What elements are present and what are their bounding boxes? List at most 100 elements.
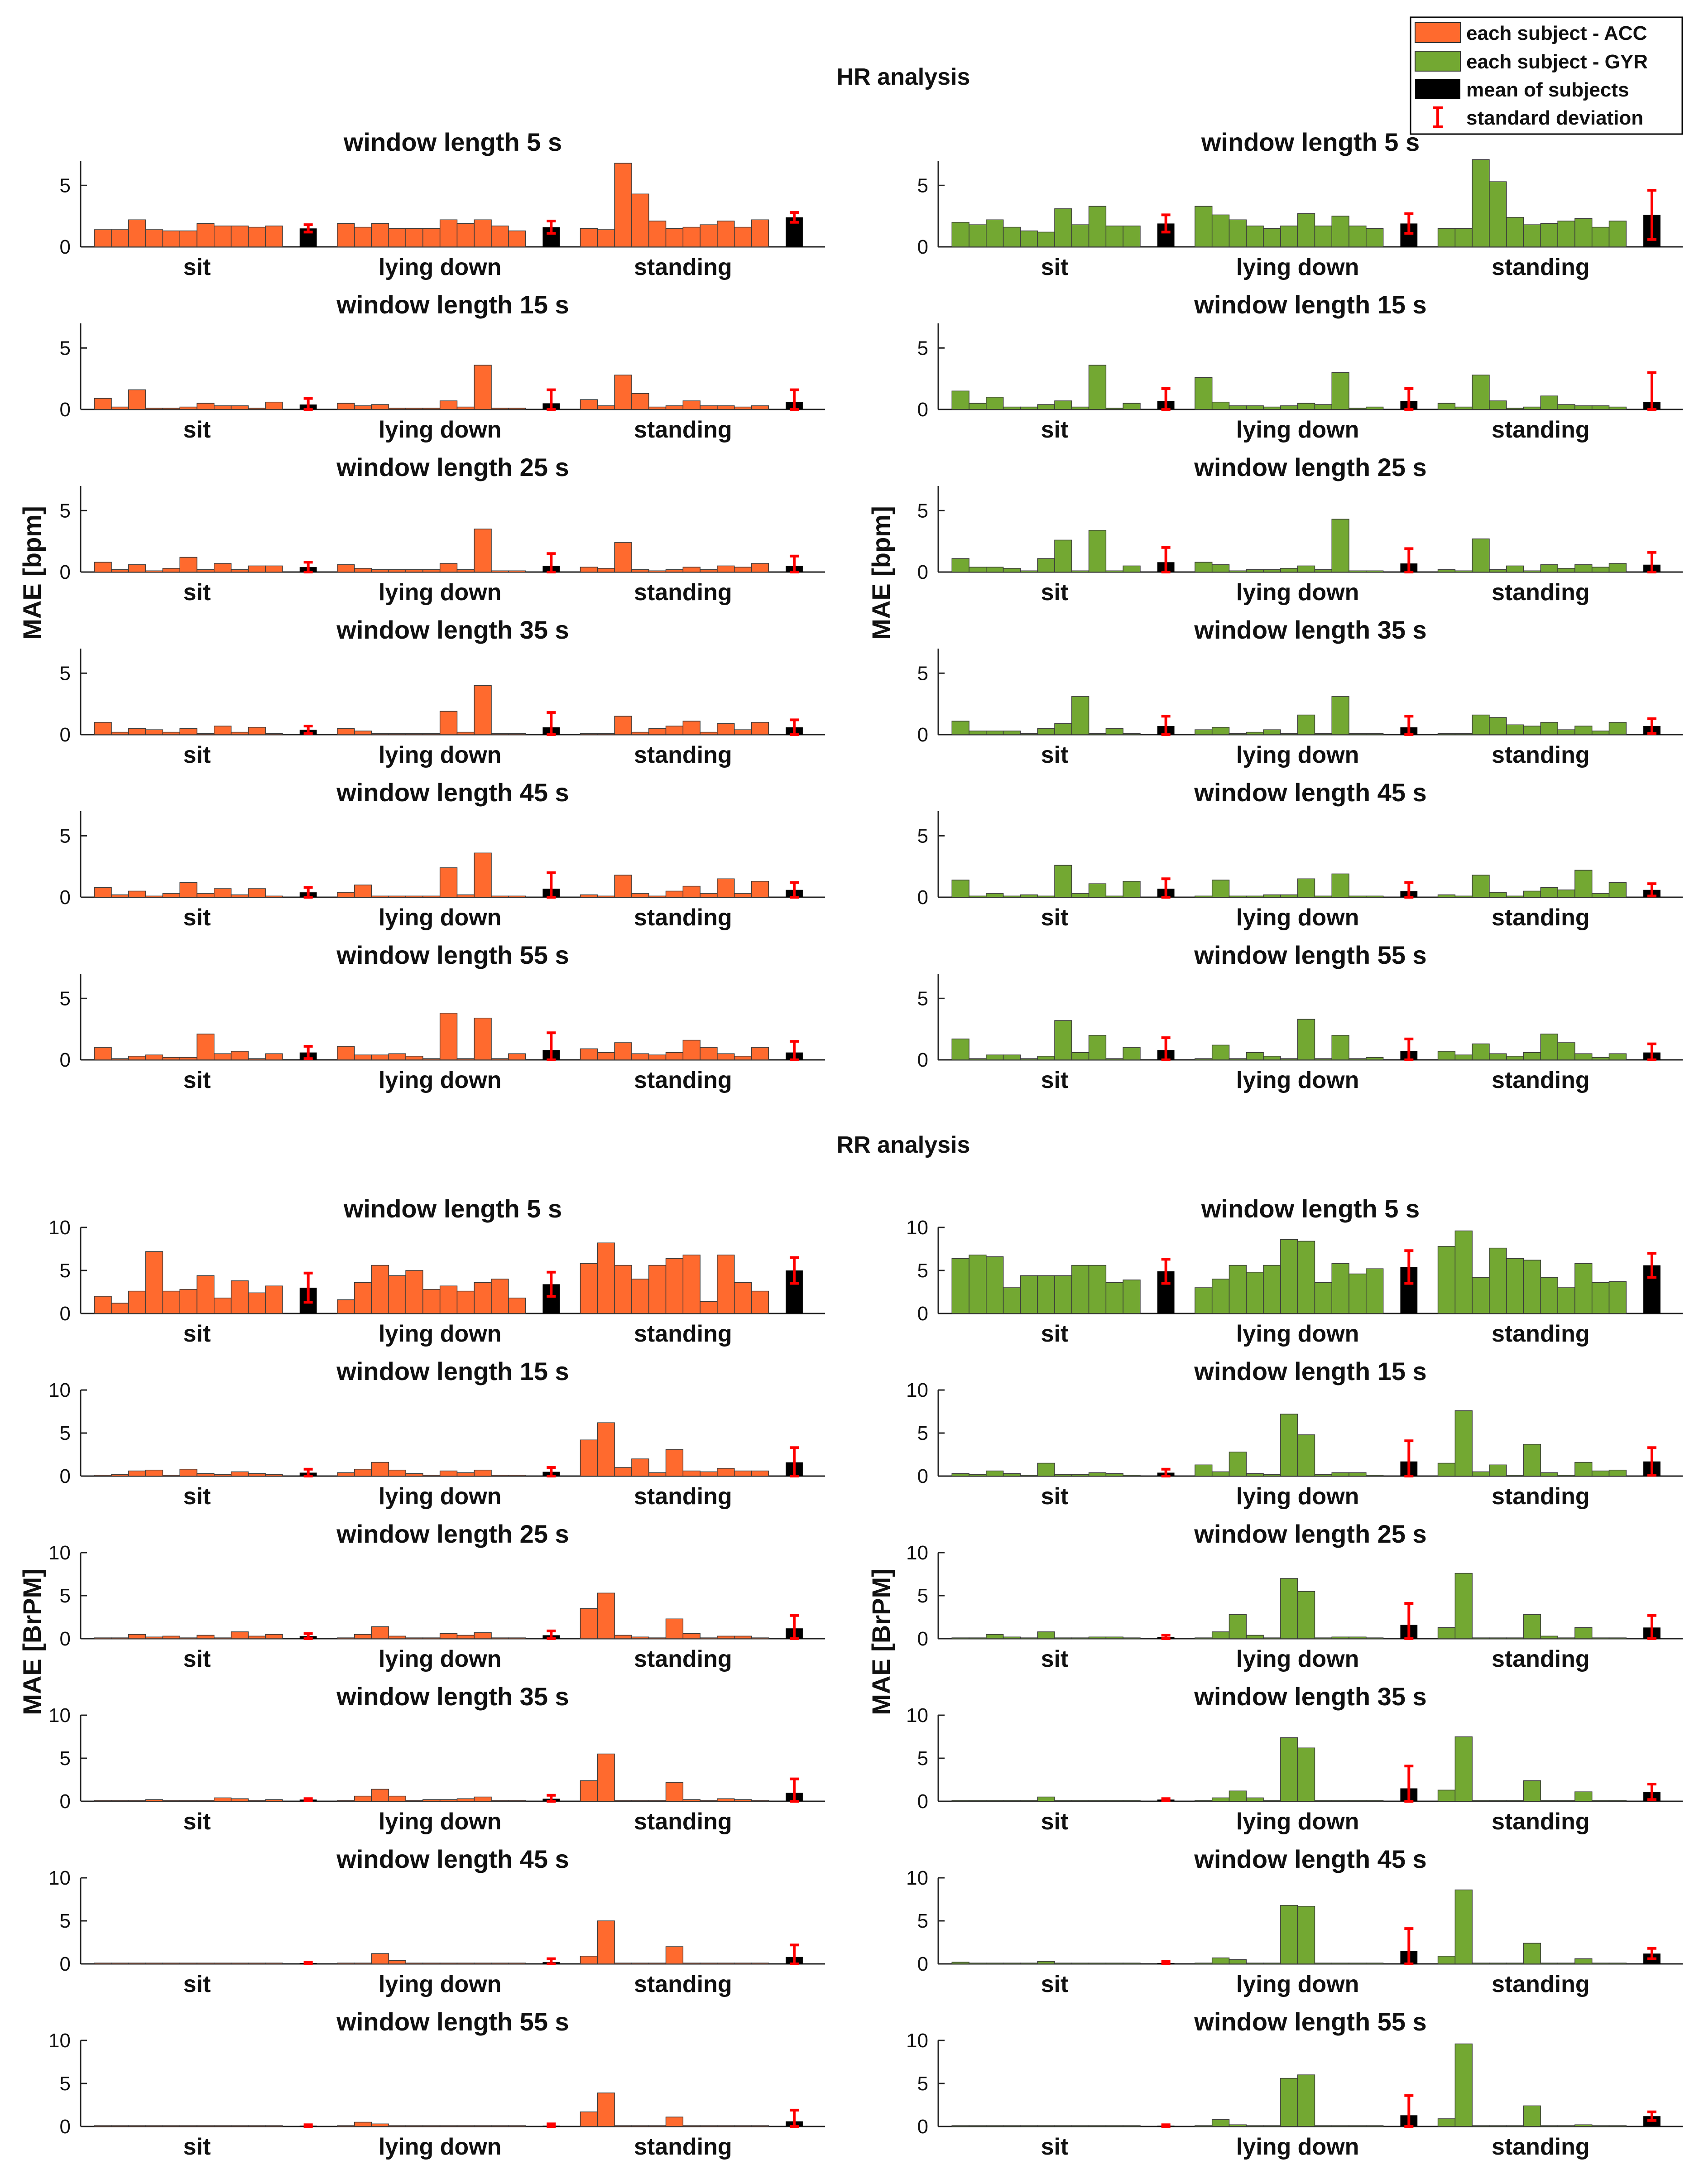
bar-sit-4 — [1003, 226, 1021, 247]
bar-standing-1 — [1437, 1627, 1456, 1639]
bar-lying-1 — [337, 892, 355, 898]
bar-lying-6 — [1280, 405, 1298, 410]
bar-sit-8 — [1071, 893, 1089, 898]
bar-lying-4 — [388, 228, 406, 247]
bar-sit-6 — [179, 882, 197, 898]
bar-lying-1 — [1195, 1058, 1213, 1060]
bar-sit-7 — [1054, 1474, 1072, 1477]
bar-sit-2 — [969, 567, 987, 572]
bar-lying-7 — [1297, 1591, 1315, 1639]
bar-lying-3 — [371, 895, 389, 898]
bar-standing-11 — [751, 1963, 769, 1964]
panel-title: window length 35 s — [336, 1682, 569, 1711]
bar-sit-5 — [162, 731, 180, 735]
bar-standing-9 — [1574, 1627, 1593, 1639]
bar-sit-2 — [969, 731, 987, 735]
bar-sit-8 — [1071, 406, 1089, 410]
bar-sit-3 — [986, 1634, 1004, 1639]
bar-standing-8 — [1557, 1963, 1575, 1964]
bar-lying-6 — [422, 1058, 441, 1060]
bar-lying-11 — [508, 1963, 526, 1964]
category-label-lying: lying down — [1236, 1809, 1359, 1835]
bar-lying-2 — [354, 1054, 372, 1060]
y-tick-label: 10 — [48, 1217, 71, 1239]
bar-sit-1 — [951, 721, 969, 735]
bar-standing-5 — [1506, 1800, 1524, 1802]
category-label-standing: standing — [1492, 1971, 1590, 1997]
hr-panel-1-acc: window length 15 s 0 5 sit lying down standin… — [60, 290, 825, 443]
bar-sit-4 — [145, 408, 163, 410]
bar-sit-11 — [265, 401, 283, 410]
bar-standing-1 — [580, 1048, 598, 1060]
bar-sit-5 — [162, 1290, 180, 1314]
bar-standing-5 — [1506, 1258, 1524, 1314]
bar-sit-11 — [265, 733, 283, 735]
bar-sit-4 — [145, 1963, 163, 1964]
bar-lying-4 — [1246, 1052, 1264, 1060]
bar-sit-2 — [111, 1303, 129, 1314]
bar-standing-6 — [1523, 1443, 1541, 1477]
bar-lying-7 — [1297, 213, 1315, 247]
bar-sit-4 — [145, 729, 163, 735]
category-label-lying: lying down — [379, 904, 502, 931]
bar-lying-2 — [354, 1282, 372, 1314]
bar-sit-5 — [162, 230, 180, 247]
bar-lying-7 — [439, 1470, 458, 1477]
y-tick-label: 10 — [906, 1379, 928, 1401]
bar-lying-4 — [1246, 895, 1264, 898]
bar-lying-1 — [1195, 377, 1213, 410]
bar-lying-11 — [1366, 1057, 1384, 1060]
bar-lying-9 — [474, 1963, 492, 1964]
bar-lying-4 — [388, 733, 406, 735]
bar-standing-5 — [648, 1054, 667, 1060]
y-tick-label: 10 — [48, 1542, 71, 1564]
y-tick-label: 0 — [60, 2116, 71, 2138]
bar-sit-2 — [969, 1963, 987, 1964]
bar-standing-10 — [1591, 226, 1610, 247]
bar-lying-5 — [1263, 1474, 1281, 1477]
bar-sit-4 — [145, 1799, 163, 1802]
rr-panel-5-acc: window length 55 s 0 5 10 sit lying down stand… — [48, 2007, 825, 2160]
hr-panel-3-gyr: window length 35 s 0 5 sit lying down standin… — [917, 616, 1683, 768]
bar-lying-4 — [1246, 1473, 1264, 1477]
bar-sit-10 — [248, 565, 266, 572]
bar-standing-1 — [1437, 733, 1456, 735]
bar-sit-9 — [1088, 1636, 1107, 1639]
bar-sit-8 — [1071, 1800, 1089, 1802]
bar-sit-7 — [197, 569, 215, 572]
bar-standing-10 — [734, 729, 752, 735]
category-label-standing: standing — [634, 579, 732, 606]
bar-sit-3 — [128, 1290, 146, 1314]
bar-sit-1 — [951, 390, 969, 410]
bar-lying-4 — [388, 1469, 406, 1477]
panel-title: window length 5 s — [1201, 128, 1420, 156]
bar-sit-1 — [94, 1475, 112, 1477]
category-label-lying: lying down — [1236, 742, 1359, 768]
bar-sit-9 — [1088, 1800, 1107, 1802]
bar-lying-10 — [491, 408, 509, 410]
bar-standing-2 — [597, 1052, 615, 1060]
bar-sit-11 — [1123, 880, 1141, 898]
bar-standing-5 — [1506, 1963, 1524, 1964]
bar-lying-9 — [474, 1632, 492, 1639]
bar-lying-7 — [1297, 403, 1315, 410]
bar-standing-2 — [1454, 733, 1473, 735]
bar-standing-9 — [717, 221, 735, 247]
rr-ylabel-left: MAE [BrPM] — [18, 1568, 46, 1715]
bar-lying-10 — [1349, 1963, 1367, 1964]
y-tick-label: 0 — [60, 1303, 71, 1325]
bar-sit-5 — [1020, 1058, 1038, 1060]
bar-lying-11 — [1366, 1475, 1384, 1477]
bar-sit-10 — [248, 1292, 266, 1314]
bar-sit-7 — [197, 1635, 215, 1639]
bar-lying-3 — [1229, 219, 1247, 247]
bar-standing-6 — [665, 1946, 684, 1964]
bar-standing-8 — [1557, 1042, 1575, 1060]
bar-lying-4 — [1246, 226, 1264, 247]
bar-standing-11 — [1608, 406, 1627, 410]
bar-sit-9 — [230, 226, 249, 247]
bar-lying-3 — [371, 223, 389, 247]
bar-lying-11 — [1366, 1963, 1384, 1964]
bar-standing-5 — [648, 570, 667, 572]
bar-lying-10 — [1349, 895, 1367, 898]
